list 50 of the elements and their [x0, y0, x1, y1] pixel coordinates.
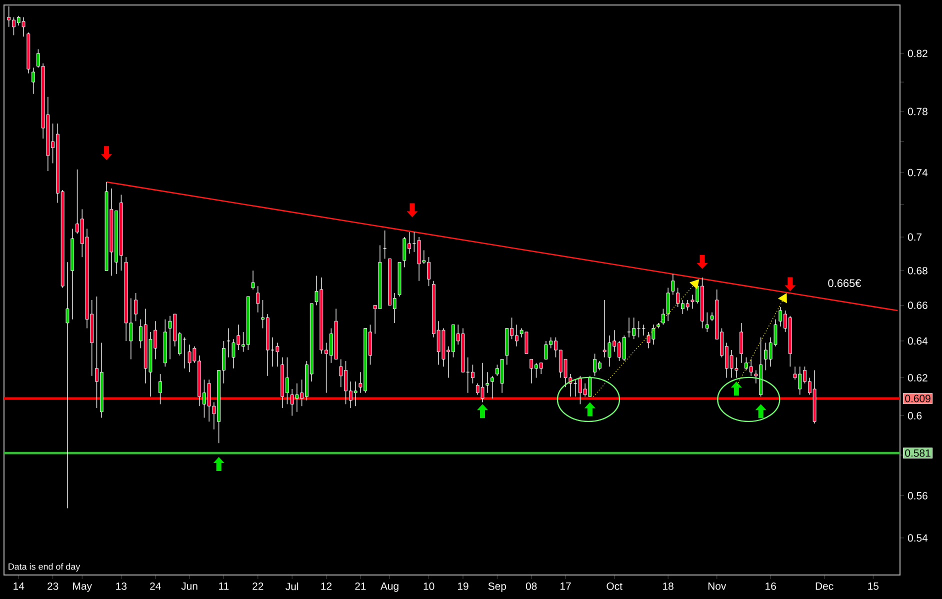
- x-tick-label: 13: [116, 582, 127, 590]
- x-tick-label: 12: [321, 582, 332, 590]
- x-tick-label: Jun: [181, 582, 198, 590]
- y-tick-label: 0.56: [908, 492, 928, 500]
- x-tick-label: 15: [868, 582, 879, 590]
- candlestick: [158, 374, 162, 405]
- ref-line-label: 0.609: [905, 394, 930, 402]
- x-tick-label: Sep: [488, 582, 506, 592]
- y-tick-label: 0.78: [908, 108, 928, 116]
- y-tick-label: 0.64: [908, 337, 928, 345]
- candlestick: [671, 274, 675, 296]
- candlestick: [705, 312, 709, 332]
- y-tick-label: 0.62: [908, 374, 928, 382]
- candlestick: [134, 292, 138, 322]
- x-tick-label: 10: [424, 582, 434, 590]
- candlestick: [251, 270, 255, 290]
- y-tick-label: 0.54: [908, 534, 928, 542]
- candlestick: [486, 372, 490, 394]
- x-tick-label: Jul: [286, 582, 298, 590]
- candlestick: [256, 286, 260, 313]
- candlestick: [740, 322, 744, 364]
- x-tick-label: Aug: [380, 582, 398, 592]
- x-tick-label: 23: [48, 582, 58, 590]
- y-tick-label: 0.68: [908, 266, 928, 274]
- candlestick: [490, 376, 494, 399]
- ref-line-label: 0.581: [905, 449, 930, 457]
- x-tick-label: Dec: [816, 582, 834, 590]
- candlestick: [66, 262, 70, 509]
- x-tick-label: 21: [355, 582, 366, 590]
- x-tick-label: Oct: [606, 582, 622, 590]
- x-tick-label: 24: [150, 582, 161, 590]
- y-tick-label: 0.82: [908, 50, 928, 58]
- y-tick-label: 0.74: [908, 168, 928, 176]
- x-tick-label: 14: [14, 582, 24, 590]
- x-tick-label: 18: [663, 582, 674, 590]
- y-tick-label: 0.66: [908, 302, 928, 309]
- x-tick-label: May: [73, 582, 92, 592]
- y-tick-label: 0.7: [908, 233, 922, 241]
- candlestick: [32, 67, 36, 94]
- annotation: 0.665€: [828, 279, 862, 288]
- candlestick: [226, 328, 230, 358]
- x-tick-label: 22: [252, 582, 264, 590]
- x-tick-label: 08: [526, 582, 537, 590]
- x-tick-label: 19: [458, 582, 468, 590]
- x-tick-label: 16: [766, 582, 776, 590]
- x-tick-label: Nov: [708, 582, 726, 590]
- x-tick-label: 11: [219, 582, 229, 590]
- y-tick-label: 0.6: [908, 412, 922, 420]
- x-tick-label: 17: [560, 582, 571, 590]
- annotation: Data is end of day: [8, 563, 80, 572]
